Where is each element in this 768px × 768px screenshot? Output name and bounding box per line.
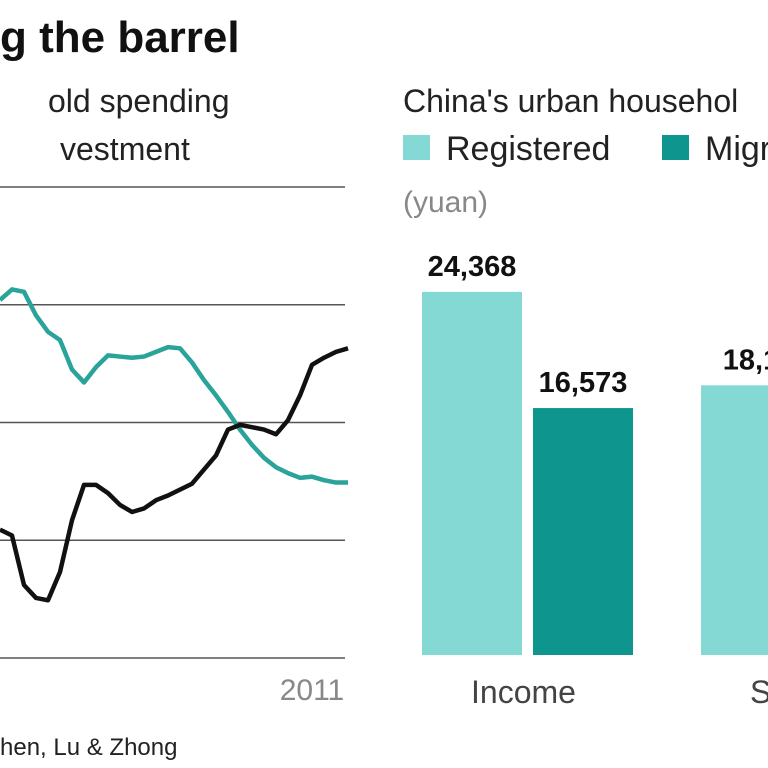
bar xyxy=(422,291,522,655)
legend-label: Registered xyxy=(446,130,610,168)
bar xyxy=(701,385,768,655)
legend-swatch xyxy=(662,135,689,160)
line xyxy=(0,346,349,603)
legend-swatch xyxy=(403,135,430,160)
source: hen, Lu & Zhong xyxy=(0,734,177,761)
bar xyxy=(533,408,633,655)
subtitle: vestment xyxy=(60,131,190,167)
axis-label: (yuan) xyxy=(403,186,488,219)
data-label: 24,368 xyxy=(428,251,517,283)
legend-label: Migr xyxy=(705,130,768,168)
data-label: 18,1 xyxy=(723,344,768,376)
subtitle: old spending xyxy=(48,83,229,119)
x-tick-label: Sp xyxy=(750,674,768,710)
chart-title: China's urban househol xyxy=(403,83,738,119)
chart-title: g the barrel xyxy=(0,13,240,62)
line xyxy=(0,287,348,485)
data-label: 16,573 xyxy=(539,367,628,399)
x-tick-label: Income xyxy=(471,674,576,710)
x-tick-label: 2011 xyxy=(280,674,345,707)
